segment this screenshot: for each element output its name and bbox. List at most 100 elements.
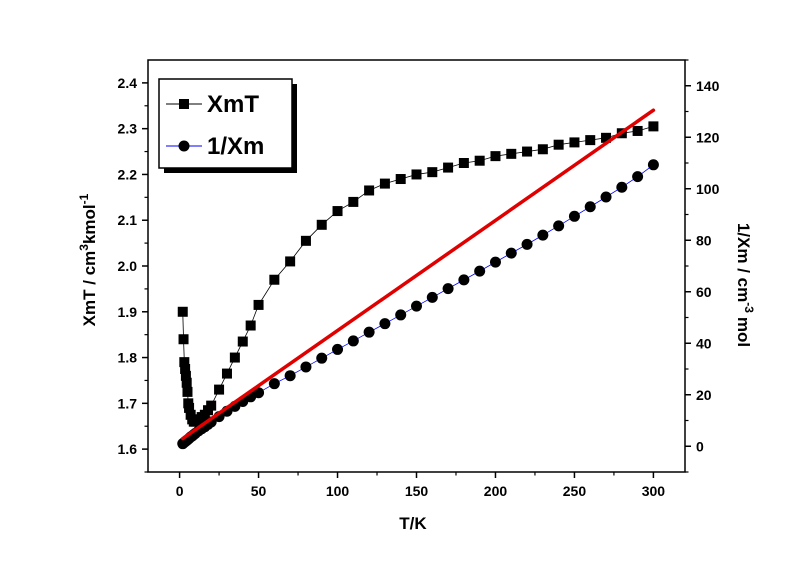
xmt-point bbox=[443, 162, 454, 173]
xmt-point bbox=[285, 256, 296, 267]
xmt-point bbox=[245, 320, 256, 331]
xmt-point bbox=[537, 144, 548, 155]
y-axis-right-title: 1/Xm / cm-3 mol bbox=[734, 223, 756, 347]
xmt-point bbox=[178, 334, 189, 345]
xmt-point bbox=[411, 169, 422, 180]
invxm-point bbox=[474, 265, 486, 277]
invxm-point bbox=[647, 159, 659, 171]
xmt-point bbox=[332, 206, 343, 217]
x-tick-label: 150 bbox=[405, 483, 429, 499]
xmt-point bbox=[237, 336, 248, 347]
xmt-point bbox=[553, 139, 564, 150]
y-axis-left-title: XmT / cm3kmol-1 bbox=[77, 193, 99, 326]
xmt-point bbox=[214, 384, 225, 395]
xmt-point bbox=[648, 121, 659, 132]
y-right-tick-label: 60 bbox=[696, 284, 712, 300]
y-right-title-base: 1/Xm / cm bbox=[734, 223, 753, 302]
x-tick-label: 200 bbox=[484, 483, 508, 499]
xmt-point bbox=[206, 400, 217, 411]
xmt-point bbox=[182, 386, 193, 397]
y-right-tick-label: 80 bbox=[696, 232, 712, 248]
tick-marks: 0 50 100 150 200 250 300 1.6 1.7 1.8 1.9 2.0 2.1 2.2 2… bbox=[118, 59, 720, 499]
y-left-tick-label: 2.1 bbox=[118, 212, 138, 228]
y-right-tick-label: 120 bbox=[696, 129, 720, 145]
x-tick-label: 100 bbox=[326, 483, 350, 499]
legend-marker-invxm bbox=[178, 140, 190, 152]
invxm-point bbox=[347, 335, 359, 347]
invxm-point bbox=[616, 181, 628, 193]
y-left-tick-label: 1.6 bbox=[118, 441, 138, 457]
xmt-point bbox=[364, 185, 375, 196]
invxm-point bbox=[521, 238, 533, 250]
xmt-point bbox=[253, 299, 264, 310]
legend-label-xmt: XmT bbox=[207, 91, 259, 118]
y-left-tick-label: 2.3 bbox=[118, 121, 138, 137]
y-right-tick-label: 0 bbox=[696, 438, 704, 454]
xmt-point bbox=[522, 146, 533, 157]
legend-label-invxm: 1/Xm bbox=[207, 133, 264, 160]
x-tick-label: 50 bbox=[251, 483, 267, 499]
xmt-point bbox=[269, 274, 280, 285]
invxm-point bbox=[584, 201, 596, 213]
xmt-point bbox=[506, 148, 517, 159]
xmt-point bbox=[632, 125, 643, 136]
xmt-point bbox=[601, 132, 612, 143]
xmt-point bbox=[585, 135, 596, 146]
invxm-point bbox=[489, 256, 501, 268]
x-tick-label: 0 bbox=[176, 483, 184, 499]
invxm-point bbox=[379, 318, 391, 330]
y-left-tick-label: 2.2 bbox=[118, 166, 138, 182]
legend-box bbox=[158, 78, 293, 169]
y-left-tick-label: 1.9 bbox=[118, 304, 138, 320]
invxm-point bbox=[426, 291, 438, 303]
invxm-point bbox=[300, 361, 312, 373]
x-axis-title: T/K bbox=[399, 514, 427, 533]
invxm-point bbox=[395, 309, 407, 321]
xmt-point bbox=[348, 196, 359, 207]
y-left-title-sup2: -1 bbox=[77, 193, 91, 204]
xmt-point bbox=[474, 155, 485, 166]
invxm-point bbox=[458, 274, 470, 286]
invxm-point bbox=[284, 370, 296, 382]
invxm-point bbox=[568, 210, 580, 222]
xmt-point bbox=[490, 151, 501, 162]
y-right-title-sup1: -3 bbox=[742, 302, 756, 313]
invxm-point bbox=[553, 220, 565, 232]
series-layer bbox=[177, 108, 659, 450]
y-right-title-tail: mol bbox=[734, 317, 753, 347]
xmt-point bbox=[184, 402, 195, 413]
x-tick-label: 250 bbox=[563, 483, 587, 499]
invxm-point bbox=[505, 247, 517, 259]
invxm-point bbox=[253, 387, 265, 399]
legend-marker-xmt bbox=[179, 99, 189, 109]
y-right-tick-label: 100 bbox=[696, 181, 720, 197]
y-left-tick-label: 1.7 bbox=[118, 395, 138, 411]
invxm-point bbox=[268, 378, 280, 390]
fit-line bbox=[180, 108, 656, 441]
xmt-point bbox=[395, 174, 406, 185]
xmt-point bbox=[569, 137, 580, 148]
invxm-point bbox=[363, 326, 375, 338]
y-left-title-base: XmT / cm bbox=[80, 251, 99, 327]
invxm-point bbox=[600, 191, 612, 203]
invxm-point bbox=[411, 300, 422, 312]
x-tick-label: 300 bbox=[642, 483, 666, 499]
y-left-tick-label: 1.8 bbox=[118, 350, 138, 366]
xmt-point bbox=[427, 167, 438, 178]
xmt-point bbox=[177, 306, 188, 317]
invxm-point bbox=[442, 283, 454, 295]
legend: XmT 1/Xm bbox=[158, 78, 297, 173]
xmt-point bbox=[179, 357, 190, 368]
y-left-title-mid: kmol bbox=[80, 204, 99, 244]
y-left-tick-label: 2.0 bbox=[118, 258, 138, 274]
xmt-point bbox=[180, 364, 191, 374]
invxm-point bbox=[332, 343, 344, 355]
y-left-title-sup1: 3 bbox=[77, 244, 91, 251]
xmt-point bbox=[229, 352, 240, 363]
xmt-point bbox=[316, 219, 327, 230]
xmt-point bbox=[221, 368, 232, 379]
xmt-point bbox=[180, 370, 191, 381]
xmt-point bbox=[379, 178, 390, 189]
xmt-point bbox=[458, 158, 469, 168]
